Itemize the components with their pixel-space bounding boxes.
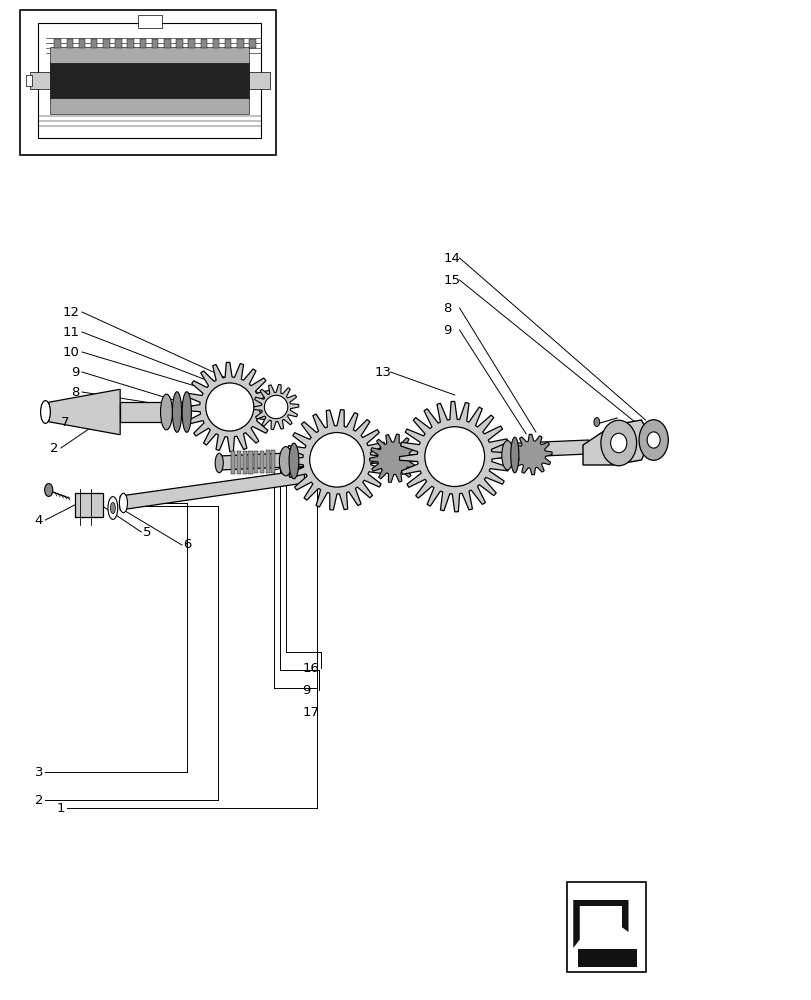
Text: 8: 8 [443, 302, 451, 314]
Polygon shape [369, 434, 418, 482]
Bar [120, 402, 166, 422]
Ellipse shape [424, 427, 484, 487]
Text: 5: 5 [143, 526, 151, 538]
Text: 11: 11 [62, 326, 79, 338]
Ellipse shape [264, 395, 287, 419]
Bar [212, 39, 219, 47]
Text: 9: 9 [443, 324, 451, 336]
Bar [164, 39, 170, 47]
Bar [577, 949, 636, 967]
Polygon shape [579, 906, 621, 946]
Polygon shape [511, 434, 551, 475]
Ellipse shape [289, 443, 298, 479]
Bar [115, 39, 122, 47]
Bar [91, 39, 97, 47]
Bar [137, 15, 161, 28]
Bar [231, 451, 235, 474]
Ellipse shape [41, 401, 50, 423]
Text: 9: 9 [71, 365, 79, 378]
Text: 6: 6 [183, 538, 191, 552]
Text: 14: 14 [443, 251, 460, 264]
Bar [242, 451, 247, 474]
Bar [254, 451, 258, 473]
Ellipse shape [309, 433, 364, 487]
Ellipse shape [172, 392, 182, 432]
Bar [54, 39, 61, 47]
Ellipse shape [501, 441, 513, 470]
Ellipse shape [182, 392, 191, 432]
Ellipse shape [593, 418, 599, 426]
Text: 2: 2 [50, 442, 58, 454]
Polygon shape [399, 401, 509, 512]
Ellipse shape [108, 497, 118, 519]
Bar [38, 23, 261, 138]
Bar [127, 39, 134, 47]
Text: 4: 4 [35, 514, 43, 526]
Polygon shape [582, 420, 649, 465]
Bar [248, 451, 252, 474]
Ellipse shape [205, 383, 254, 431]
Polygon shape [120, 470, 304, 510]
Text: 9: 9 [302, 684, 310, 696]
Polygon shape [286, 410, 387, 510]
Bar [67, 39, 73, 47]
Bar [79, 39, 85, 47]
Bar [50, 99, 249, 113]
Text: 15: 15 [443, 273, 460, 286]
Bar [237, 451, 241, 474]
Text: 7: 7 [62, 416, 70, 428]
Bar [265, 450, 269, 473]
Text: 13: 13 [374, 365, 391, 378]
Bar [152, 39, 158, 47]
Ellipse shape [161, 394, 172, 430]
Text: 12: 12 [62, 306, 79, 318]
Ellipse shape [279, 447, 292, 476]
Ellipse shape [646, 432, 659, 448]
Bar [200, 39, 207, 47]
Ellipse shape [119, 493, 127, 513]
Text: 10: 10 [62, 346, 79, 359]
Ellipse shape [215, 453, 223, 473]
Ellipse shape [510, 437, 518, 473]
Polygon shape [49, 389, 120, 435]
Bar [249, 39, 255, 47]
Polygon shape [573, 900, 628, 948]
Ellipse shape [600, 420, 636, 466]
Bar [103, 39, 109, 47]
Text: 16: 16 [302, 662, 319, 674]
Bar [188, 39, 195, 47]
Bar [260, 451, 264, 473]
Bar [50, 47, 249, 62]
Bar [566, 882, 646, 972]
Text: 2: 2 [35, 794, 43, 806]
Text: 8: 8 [71, 385, 79, 398]
Bar [30, 73, 50, 89]
Bar [139, 39, 146, 47]
Bar [20, 10, 276, 155]
Ellipse shape [638, 420, 667, 460]
Ellipse shape [110, 502, 115, 514]
Bar [225, 39, 231, 47]
Bar [271, 450, 275, 473]
Text: 17: 17 [302, 706, 319, 718]
Bar [26, 76, 32, 86]
Polygon shape [253, 384, 298, 430]
Ellipse shape [45, 484, 53, 496]
Bar [237, 39, 243, 47]
Bar [75, 493, 103, 517]
Bar [249, 73, 269, 89]
Text: 1: 1 [57, 802, 65, 814]
Polygon shape [185, 362, 274, 452]
Polygon shape [219, 440, 588, 470]
Text: 3: 3 [35, 766, 43, 778]
Bar [50, 62, 249, 99]
Ellipse shape [610, 433, 626, 453]
Bar [176, 39, 182, 47]
